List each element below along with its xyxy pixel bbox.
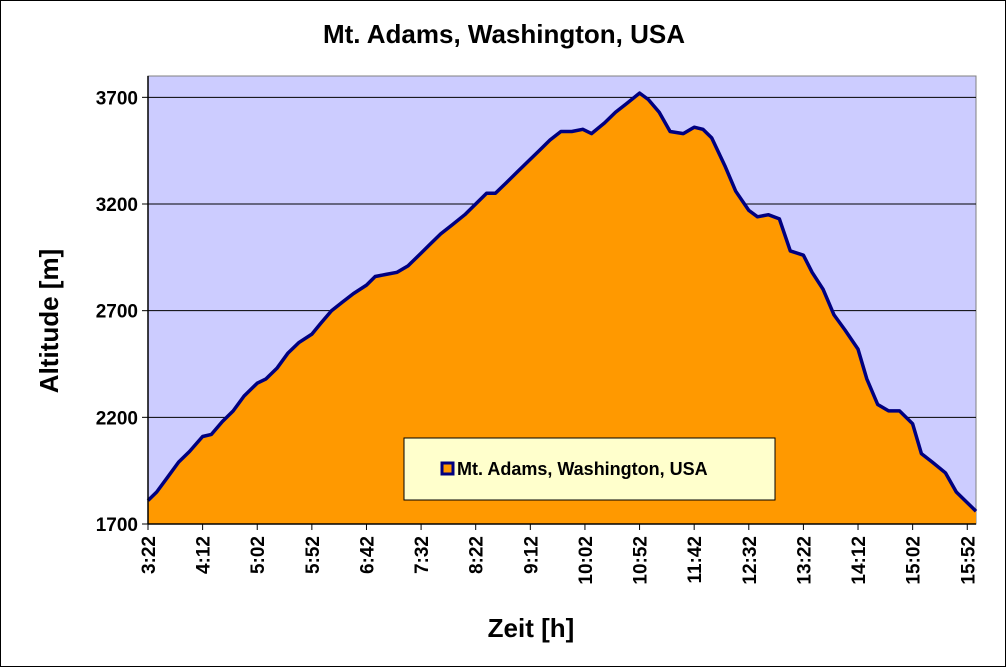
y-axis-title: Altitude [m] xyxy=(34,249,64,393)
x-tick-label: 8:22 xyxy=(467,536,488,574)
x-tick-label: 15:52 xyxy=(958,536,979,585)
x-tick-label: 7:32 xyxy=(412,536,433,574)
chart-title: Mt. Adams, Washington, USA xyxy=(323,19,685,49)
y-tick-label: 1700 xyxy=(96,515,138,536)
x-tick-label: 5:02 xyxy=(248,536,269,574)
y-tick-label: 2200 xyxy=(96,408,138,429)
y-tick-label: 3200 xyxy=(96,195,138,216)
x-tick-label: 12:32 xyxy=(740,536,761,585)
x-tick-label: 10:02 xyxy=(576,536,597,585)
x-tick-label: 3:22 xyxy=(139,536,160,574)
x-tick-label: 14:12 xyxy=(849,536,870,585)
legend-box xyxy=(403,437,776,501)
x-tick-label: 15:02 xyxy=(904,536,925,585)
x-tick-label: 5:52 xyxy=(303,536,324,574)
x-axis: 3:22 4:12 5:02 5:52 6:42 7:32 8:22 9:12 10:02 10:… xyxy=(139,523,979,585)
x-tick-label: 11:42 xyxy=(685,536,706,584)
x-axis-title: Zeit [h] xyxy=(488,613,575,643)
x-tick-label: 6:42 xyxy=(357,536,378,574)
legend-label: Mt. Adams, Washington, USA xyxy=(457,459,708,479)
x-tick-label: 9:12 xyxy=(521,536,542,574)
area-series-line xyxy=(146,91,978,513)
x-tick-label: 10:52 xyxy=(631,536,652,585)
x-tick-label: 13:22 xyxy=(794,536,815,585)
area-series-fill xyxy=(148,93,976,524)
y-tick-label: 2700 xyxy=(96,302,138,323)
legend-swatch xyxy=(440,461,455,476)
y-tick-label: 3700 xyxy=(96,88,138,109)
x-tick-label: 4:12 xyxy=(194,536,215,574)
y-axis: 1700 2200 2700 3200 3700 xyxy=(96,76,149,536)
legend: Mt. Adams, Washington, USA xyxy=(403,437,776,501)
